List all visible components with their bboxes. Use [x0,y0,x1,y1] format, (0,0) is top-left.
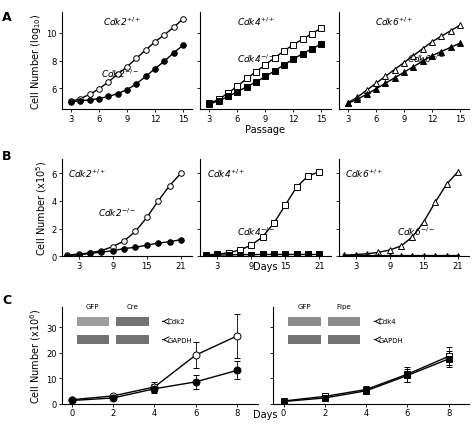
Text: A: A [2,11,12,24]
Text: Passage: Passage [246,125,285,135]
Y-axis label: Cell Number (x10$^5$): Cell Number (x10$^5$) [34,161,49,256]
Text: Cdk2$^{+/+}$: Cdk2$^{+/+}$ [68,167,107,179]
Text: B: B [2,150,12,163]
Text: Cdk2$^{-/-}$: Cdk2$^{-/-}$ [98,206,137,218]
Text: Cdk6$^{-/-}$: Cdk6$^{-/-}$ [407,53,445,65]
Text: GAPDH: GAPDH [379,337,404,343]
Text: Cdk2$^{+/+}$: Cdk2$^{+/+}$ [103,15,142,28]
Text: Cdk4: Cdk4 [379,319,397,325]
Text: Days: Days [253,409,278,419]
Text: Cdk4$^{-/-}$: Cdk4$^{-/-}$ [237,225,275,237]
Text: Cdk6$^{+/+}$: Cdk6$^{+/+}$ [345,167,383,179]
Text: Days: Days [253,261,278,271]
Text: Cdk4$^{-/-}$: Cdk4$^{-/-}$ [237,53,275,65]
Text: Cdk2$^{-/-}$: Cdk2$^{-/-}$ [101,67,139,80]
Text: C: C [2,293,11,306]
Text: Cdk4$^{+/+}$: Cdk4$^{+/+}$ [237,15,275,28]
Text: Cdk6$^{-/-}$: Cdk6$^{-/-}$ [397,225,436,237]
Text: GAPDH: GAPDH [167,337,192,343]
Y-axis label: Cell Number (log$_{10}$): Cell Number (log$_{10}$) [29,13,44,109]
Y-axis label: Cell Number (x10$^6$): Cell Number (x10$^6$) [28,308,43,403]
Text: Cdk4$^{+/+}$: Cdk4$^{+/+}$ [207,167,245,179]
Text: Cdk2: Cdk2 [167,319,185,325]
Text: Cdk6$^{+/+}$: Cdk6$^{+/+}$ [375,15,413,28]
